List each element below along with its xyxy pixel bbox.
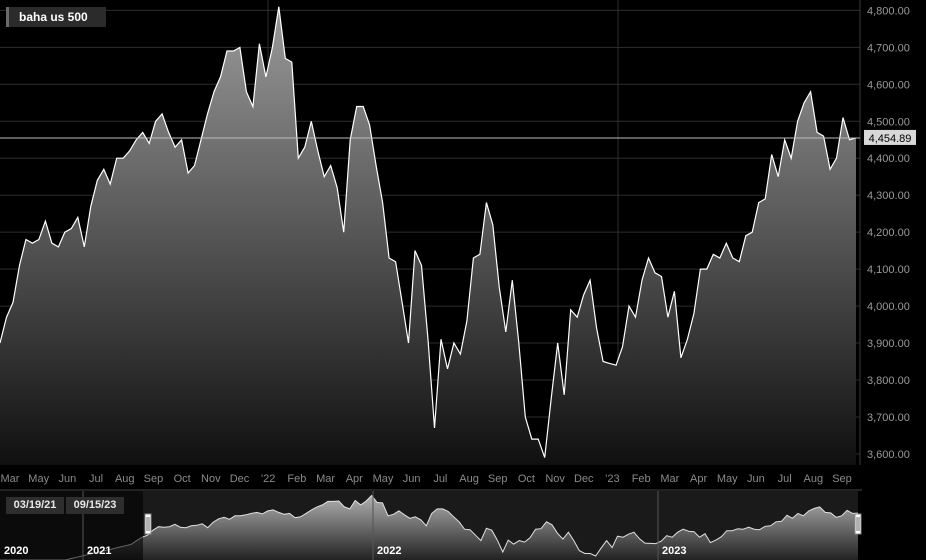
y-tick-label: 4,600.00: [867, 79, 910, 91]
navigator-year-label: 2022: [377, 545, 401, 557]
navigator-handle[interactable]: [144, 513, 152, 535]
range-end-date[interactable]: 09/15/23: [66, 497, 124, 514]
y-tick-label: 4,200.00: [867, 227, 910, 239]
x-tick-label: Oct: [518, 473, 535, 485]
x-tick-label: Jun: [403, 473, 421, 485]
x-tick-label: Aug: [115, 473, 135, 485]
last-value-label: 4,454.89: [864, 129, 916, 145]
last-value-text: 4,454.89: [869, 133, 912, 145]
x-tick-label: May: [717, 473, 738, 485]
y-tick-label: 3,900.00: [867, 338, 910, 350]
navigator-year-label: 2023: [662, 545, 686, 557]
navigator-area: [0, 495, 858, 560]
y-tick-label: 3,700.00: [867, 412, 910, 424]
x-tick-label: Nov: [201, 473, 221, 485]
x-tick-label: Feb: [287, 473, 306, 485]
navigator-handle[interactable]: [854, 513, 862, 535]
x-tick-label: Jun: [59, 473, 77, 485]
x-tick-label: Sep: [144, 473, 164, 485]
x-tick-label: Nov: [545, 473, 565, 485]
x-axis: Mar May Jun Jul Aug Sep Oct Nov Dec '22 Feb Mar Apr M…: [1, 473, 852, 485]
x-tick-label: Apr: [346, 473, 363, 485]
x-tick-label: Feb: [632, 473, 651, 485]
x-tick-label: Mar: [660, 473, 679, 485]
x-tick-label: Aug: [459, 473, 479, 485]
x-tick-label: May: [373, 473, 394, 485]
y-tick-label: 4,800.00: [867, 5, 910, 17]
y-tick-label: 4,100.00: [867, 264, 910, 276]
price-area: [0, 6, 856, 465]
navigator[interactable]: 2020 2021 2022 2023: [0, 489, 862, 560]
y-tick-label: 4,000.00: [867, 301, 910, 313]
x-tick-label: Aug: [804, 473, 824, 485]
x-tick-label: Mar: [1, 473, 20, 485]
x-tick-label: Sep: [832, 473, 852, 485]
x-tick-label: '22: [261, 473, 275, 485]
x-tick-label: Oct: [174, 473, 191, 485]
y-tick-label: 4,400.00: [867, 153, 910, 165]
x-tick-label: Sep: [488, 473, 508, 485]
y-axis: 3,600.00 3,700.00 3,800.00 3,900.00 4,000.00…: [867, 5, 910, 461]
range-start-date[interactable]: 03/19/21: [6, 497, 64, 514]
y-tick-label: 4,300.00: [867, 190, 910, 202]
x-tick-label: '23: [605, 473, 619, 485]
x-tick-label: Dec: [574, 473, 594, 485]
navigator-line: [0, 494, 859, 560]
navigator-year-label: 2020: [4, 545, 28, 557]
navigator-year-label: 2021: [87, 545, 111, 557]
x-tick-label: Jul: [433, 473, 447, 485]
y-tick-label: 4,500.00: [867, 116, 910, 128]
x-tick-label: Dec: [230, 473, 250, 485]
y-tick-label: 3,600.00: [867, 449, 910, 461]
price-line: [0, 6, 857, 458]
x-tick-label: Apr: [690, 473, 707, 485]
y-tick-label: 4,700.00: [867, 42, 910, 54]
x-tick-label: Jul: [89, 473, 103, 485]
y-tick-label: 3,800.00: [867, 375, 910, 387]
x-tick-label: Jul: [778, 473, 792, 485]
x-tick-label: May: [28, 473, 49, 485]
x-tick-label: Jun: [747, 473, 765, 485]
x-tick-label: Mar: [316, 473, 335, 485]
instrument-badge[interactable]: baha us 500: [6, 7, 106, 27]
